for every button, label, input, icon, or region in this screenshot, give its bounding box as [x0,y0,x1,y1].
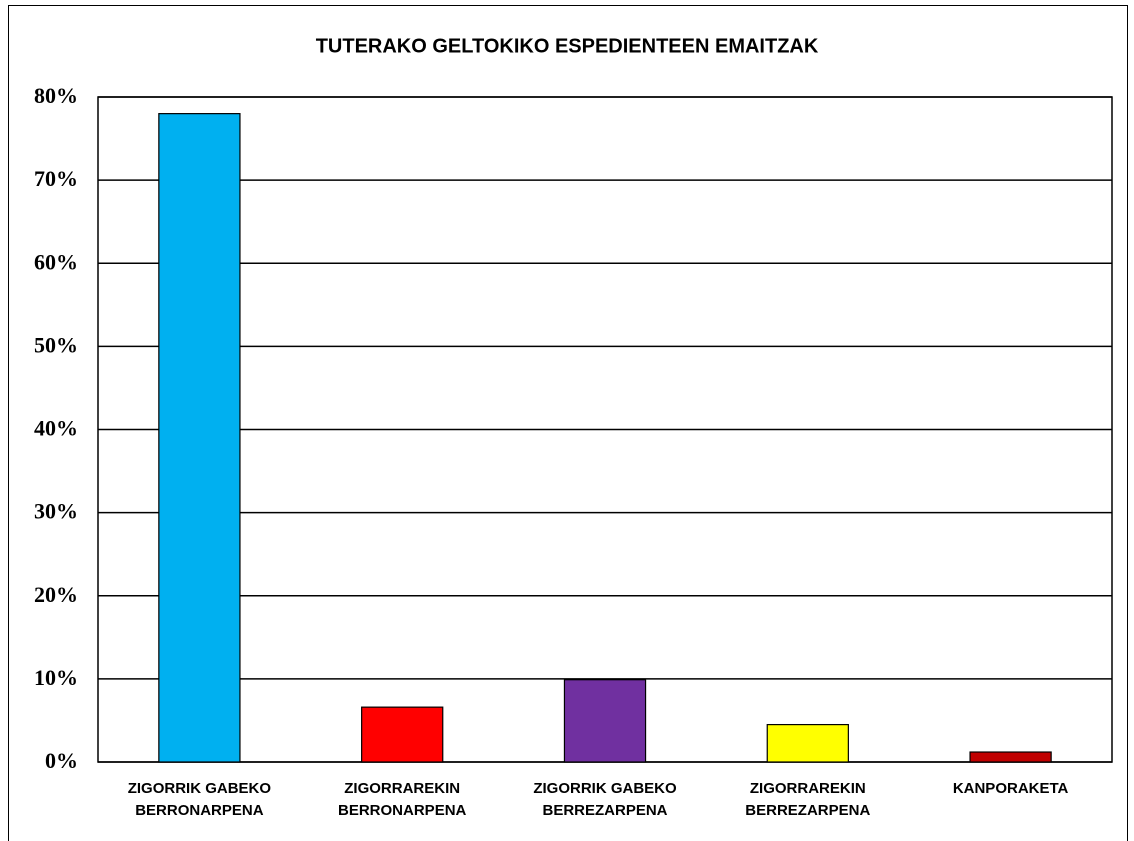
bar [361,706,444,763]
bar [158,113,241,763]
y-tick-label: 70% [34,166,78,191]
x-tick-label: KANPORAKETA [952,780,1069,797]
x-tick-label: ZIGORRIK GABEKO BERREZARPENA [533,780,677,819]
y-tick-label: 40% [34,416,78,441]
chart-frame [8,5,1128,841]
y-tick-label: 20% [34,582,78,607]
y-tick-label: 10% [34,665,78,690]
bar [969,751,1052,763]
y-tick-label: 30% [34,499,78,524]
y-tick-label: 0% [45,748,78,773]
bar [766,723,849,763]
chart-title: TUTERAKO GELTOKIKO ESPEDIENTEEN EMAITZAK [316,35,819,57]
y-tick-label: 50% [34,332,78,357]
y-tick-label: 60% [34,249,78,274]
bar [563,679,647,763]
x-tick-label: ZIGORRIK GABEKO BERRONARPENA [127,780,272,819]
x-tick-label: ZIGORRAREKIN BERREZARPENA [745,780,871,819]
x-tick-label: ZIGORRAREKIN BERRONARPENA [338,780,467,819]
y-tick-label: 80% [34,83,78,108]
